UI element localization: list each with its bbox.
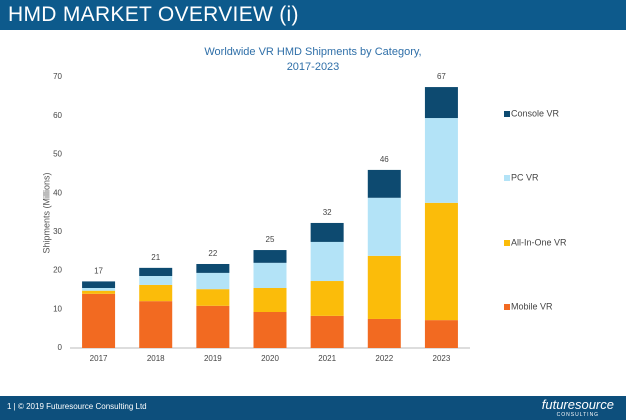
- bar-segment: [196, 272, 230, 290]
- legend-swatch: [504, 240, 510, 246]
- legend-label: Mobile VR: [511, 301, 553, 311]
- logo-name: futuresource: [541, 397, 614, 412]
- bar-segment: [310, 222, 344, 242]
- bar-segment: [82, 281, 116, 288]
- bar-segment: [82, 287, 116, 291]
- x-tick-label: 2021: [318, 354, 336, 363]
- bar-segment: [424, 87, 458, 119]
- slide-title: HMD MARKET OVERVIEW (i): [8, 3, 299, 26]
- logo: futuresource CONSULTING: [542, 397, 614, 418]
- total-label: 22: [208, 249, 217, 258]
- x-tick-label: 2017: [90, 354, 108, 363]
- y-tick-label: 60: [53, 111, 62, 120]
- x-tick-label: 2019: [204, 354, 222, 363]
- logo-sub: CONSULTING: [556, 412, 600, 418]
- bar-segment: [310, 315, 344, 348]
- total-label: 46: [380, 155, 389, 164]
- bar-segment: [424, 320, 458, 348]
- bar-segment: [196, 289, 230, 306]
- bar-segment: [253, 311, 287, 348]
- legend-swatch: [504, 111, 510, 117]
- total-label: 17: [94, 267, 103, 276]
- legend-swatch: [504, 304, 510, 310]
- bar-segment: [196, 263, 230, 273]
- y-tick-label: 70: [53, 72, 62, 81]
- legend-label: All-In-One VR: [511, 237, 567, 247]
- bar-segment: [367, 197, 401, 256]
- y-tick-label: 10: [53, 304, 62, 313]
- chart-title: 2017-2023: [287, 61, 340, 73]
- y-tick-label: 30: [53, 227, 62, 236]
- bar-segment: [82, 290, 116, 294]
- y-axis-label: Shipments (Millions): [41, 172, 51, 253]
- bar-segment: [196, 305, 230, 348]
- x-tick-label: 2020: [261, 354, 279, 363]
- legend-label: Console VR: [511, 108, 560, 118]
- bar-segment: [253, 262, 287, 288]
- chart: Worldwide VR HMD Shipments by Category, …: [41, 46, 567, 363]
- x-tick-label: 2023: [433, 354, 451, 363]
- y-tick-label: 50: [53, 150, 62, 159]
- y-tick-label: 20: [53, 266, 62, 275]
- x-tick-label: 2018: [147, 354, 165, 363]
- footer-bar: 1 | © 2019 Futuresource Consulting Ltd f…: [0, 396, 626, 420]
- legend-swatch: [504, 175, 510, 181]
- total-label: 25: [266, 235, 275, 244]
- bar-segment: [310, 281, 344, 316]
- x-tick-label: 2022: [375, 354, 393, 363]
- bar-segment: [139, 267, 173, 276]
- bar-segment: [310, 241, 344, 282]
- bar-segment: [82, 293, 116, 348]
- total-label: 32: [323, 208, 332, 217]
- bar-segment: [367, 318, 401, 348]
- bar-segment: [424, 118, 458, 203]
- total-label: 67: [437, 72, 446, 81]
- bar-segment: [367, 255, 401, 319]
- legend-label: PC VR: [511, 172, 539, 182]
- y-tick-label: 0: [58, 343, 63, 352]
- chart-title: Worldwide VR HMD Shipments by Category,: [204, 46, 421, 58]
- bar-segment: [424, 202, 458, 321]
- bar-segment: [253, 250, 287, 263]
- bar-segment: [367, 169, 401, 198]
- bar-segment: [139, 284, 173, 302]
- footer-text: 1 | © 2019 Futuresource Consulting Ltd: [7, 402, 147, 411]
- total-label: 21: [151, 253, 160, 262]
- bar-segment: [253, 287, 287, 312]
- header-bar: HMD MARKET OVERVIEW (i): [0, 0, 626, 30]
- bar-segment: [139, 301, 173, 348]
- y-tick-label: 40: [53, 188, 62, 197]
- bar-segment: [139, 275, 173, 285]
